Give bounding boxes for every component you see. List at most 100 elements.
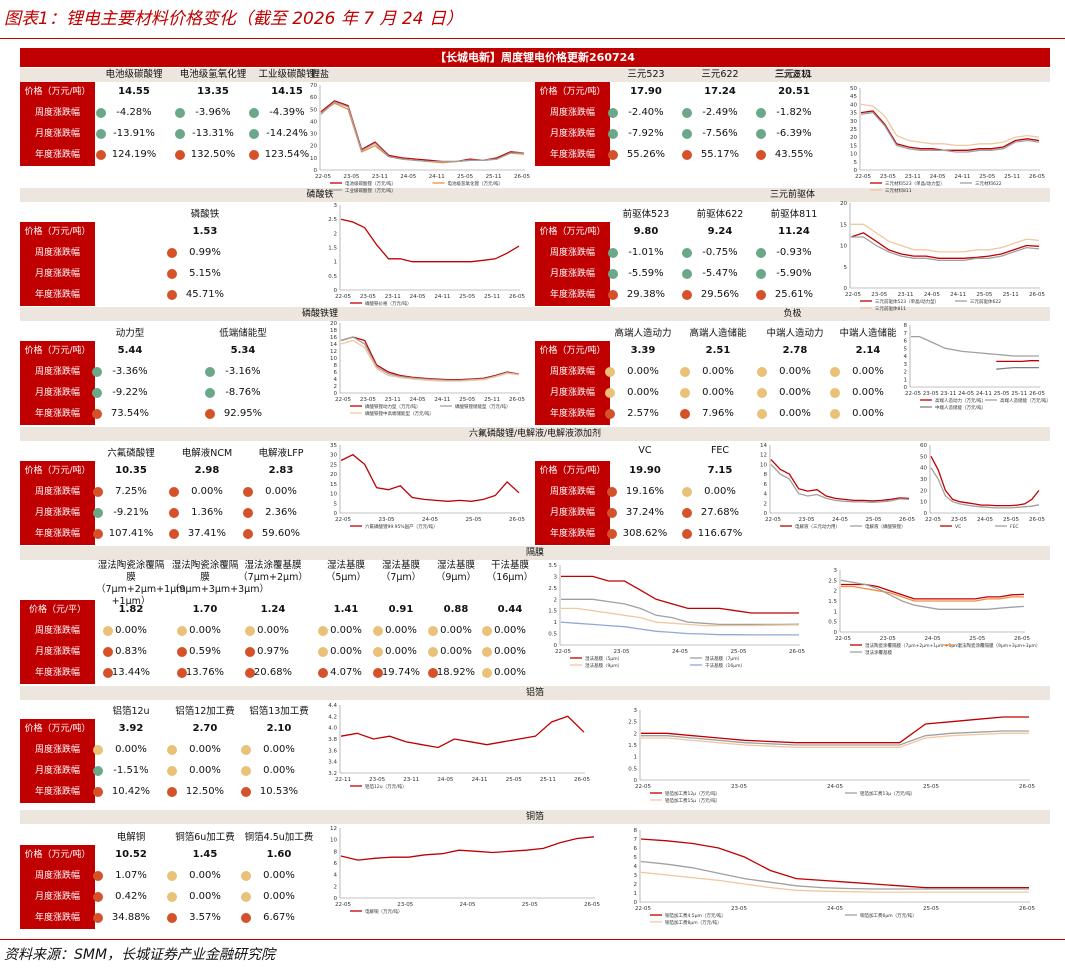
x-tick-label: 24-05 (422, 517, 438, 523)
yoy-value: 107.41% (108, 528, 154, 539)
legend-label: 铜箔加工费4.5μm（万元/吨） (665, 912, 726, 919)
series-line (930, 467, 1040, 509)
y-tick-label: 6 (334, 370, 338, 376)
price-label: 价格（万元/吨） (20, 222, 95, 243)
x-tick-label: 23-05 (731, 906, 747, 912)
yoy-label: 年度涨跌幅 (20, 524, 95, 545)
change-dot (605, 388, 615, 398)
x-tick-label: 23-05 (369, 777, 385, 783)
wow-value: -1.82% (776, 107, 812, 118)
y-tick-label: 5 (634, 855, 638, 861)
x-tick-label: 23-11 (898, 292, 914, 298)
y-tick-label: 4 (904, 354, 908, 360)
price-value: 14.15 (271, 86, 303, 97)
price-value: 10.52 (115, 849, 147, 860)
x-tick-label: 24-11 (429, 174, 445, 180)
change-dot (607, 487, 617, 497)
wow-value: 0.00% (189, 625, 221, 636)
change-dot (318, 626, 328, 636)
column-header: 前驱体811 (770, 209, 818, 220)
change-dot (167, 787, 177, 797)
y-tick-label: 25 (850, 127, 857, 133)
x-tick-label: 23-05 (880, 174, 896, 180)
change-dot (245, 626, 255, 636)
wow-value: 0.00% (115, 625, 147, 636)
column-header: 高端人造储能 (689, 328, 747, 339)
mom-value: 0.00% (189, 765, 221, 776)
column-header: 湿法基膜（7μm） (380, 560, 422, 583)
y-tick-label: 2 (554, 597, 558, 603)
change-dot (757, 367, 767, 377)
legend-label: 铝箔加工费12μ（万元/吨） (665, 790, 720, 797)
y-tick-label: 3.5 (548, 563, 557, 569)
mom-label: 月度涨跌幅 (20, 124, 95, 145)
price-label: 价格（万元/吨） (20, 461, 95, 482)
change-dot (243, 529, 253, 539)
change-dot (682, 150, 692, 160)
change-dot (167, 248, 177, 258)
change-dot (318, 668, 328, 678)
mom-value: 2.36% (265, 507, 297, 518)
y-tick-label: 7 (634, 837, 638, 843)
column-header: 高端人造动力 (614, 328, 672, 339)
column-header: 中端人造储能 (839, 328, 897, 339)
y-tick-label: 1.5 (628, 743, 637, 749)
x-tick-label: 24-05 (437, 777, 453, 783)
price-value: 2.10 (266, 723, 292, 734)
y-tick-label: 3 (334, 203, 338, 209)
change-dot (243, 508, 253, 518)
x-tick-label: 23-05 (799, 517, 815, 523)
x-tick-label: 22-05 (905, 391, 921, 397)
mom-value: -6.39% (776, 128, 812, 139)
column-header: 铝箔12加工费 (175, 706, 235, 717)
y-tick-label: 2 (834, 589, 838, 595)
y-tick-label: 1 (554, 620, 558, 626)
x-tick-label: 25-05 (466, 517, 482, 523)
column-header: 电池级氢氧化锂 (179, 69, 247, 80)
yoy-value: 308.62% (622, 528, 668, 539)
series-line (561, 607, 800, 627)
price-label: 价格（万元/吨） (535, 341, 610, 362)
legend-label: 高端人造动力（万元/吨） (935, 397, 986, 404)
y-tick-label: 4 (764, 492, 768, 498)
price-value: 2.14 (855, 345, 881, 356)
series-line (641, 732, 1029, 748)
yoy-label: 年度涨跌幅 (20, 404, 95, 425)
yoy-label: 年度涨跌幅 (535, 524, 610, 545)
y-tick-label: 0 (924, 511, 928, 517)
legend-label: 湿法陶瓷涂覆隔膜（7μm+2μm+1μm +1μm） (865, 642, 963, 649)
x-tick-label: 25-05 (457, 174, 473, 180)
x-tick-label: 23-05 (923, 391, 939, 397)
change-dot (103, 626, 113, 636)
wow-label: 周度涨跌幅 (535, 243, 610, 264)
x-tick-label: 26-05 (509, 294, 525, 300)
y-tick-label: 3.6 (328, 748, 337, 754)
x-tick-label: 26-05 (789, 649, 805, 655)
price-value: 1.60 (266, 849, 292, 860)
change-dot (756, 290, 766, 300)
mom-label: 月度涨跌幅 (535, 124, 610, 145)
mom-value: 0.00% (494, 646, 526, 657)
x-tick-label: 22-05 (925, 517, 941, 523)
legend-label: 三元前驱体622 (970, 298, 1001, 305)
column-header: 中端人造动力 (766, 328, 824, 339)
mom-value: 0.00% (627, 387, 659, 398)
change-dot (93, 766, 103, 776)
y-tick-label: 0 (634, 900, 638, 906)
line-chart: 0 5 10 15 20 25 30 35 40 45 50 22-05 23-05 23-11 24-05… (850, 86, 1045, 194)
x-tick-label: 25-05 (969, 636, 985, 642)
price-value: 3.92 (118, 723, 144, 734)
price-value: 9.80 (633, 226, 659, 237)
y-tick-label: 10 (330, 838, 337, 844)
change-dot (318, 647, 328, 657)
y-tick-label: 3 (904, 362, 908, 368)
change-dot (249, 108, 259, 118)
legend-label: 铝箔12u（万元/吨） (365, 783, 407, 790)
y-tick-label: 20 (920, 488, 927, 494)
x-tick-label: 25-05 (923, 784, 939, 790)
x-tick-label: 22-05 (555, 649, 571, 655)
wow-value: 0.00% (852, 366, 884, 377)
y-tick-label: 1.5 (328, 246, 337, 252)
legend-label: 磷酸铁价格（万元/吨） (365, 300, 412, 307)
